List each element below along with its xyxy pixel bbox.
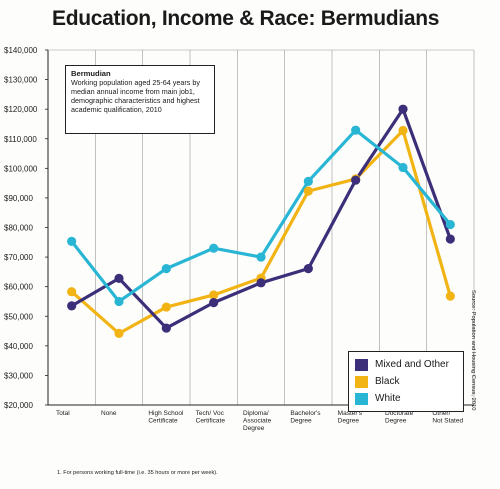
data-point-white xyxy=(67,236,77,247)
data-point-black xyxy=(398,125,408,136)
annotation-box: Bermudian Working population aged 25-64 … xyxy=(65,65,215,134)
x-tick-label: Master's xyxy=(338,410,363,417)
y-tick-label: $120,000 xyxy=(4,105,38,114)
series-lines xyxy=(70,107,452,336)
x-tick-label: Total xyxy=(56,410,70,417)
data-point-black xyxy=(303,186,313,196)
data-point-white xyxy=(256,252,266,262)
y-tick-label: $80,000 xyxy=(4,224,33,233)
data-point-mixed-and-other xyxy=(67,301,77,311)
data-point-mixed-and-other xyxy=(303,264,313,274)
x-tick-label: Certificate xyxy=(196,418,226,425)
y-tick-label: $30,000 xyxy=(4,371,33,380)
x-tick-label: Other/ xyxy=(432,410,450,417)
legend-label: Mixed and Other xyxy=(375,359,449,370)
y-tick-label: $110,000 xyxy=(4,135,37,144)
y-tick-label: $20,000 xyxy=(4,401,33,410)
x-tick-label: High School xyxy=(148,410,184,417)
x-tick-label: Associate xyxy=(243,418,272,425)
footnote: 1. For persons working full-time (i.e. 3… xyxy=(57,470,218,476)
x-tick-label: Degree xyxy=(290,418,312,425)
y-tick-label: $70,000 xyxy=(4,253,33,262)
series-points xyxy=(67,104,455,339)
y-tick-label: $140,000 xyxy=(4,46,38,55)
legend-item-white: White xyxy=(355,390,457,407)
data-point-mixed-and-other xyxy=(161,323,171,333)
data-point-white xyxy=(114,296,124,307)
data-point-mixed-and-other xyxy=(114,273,124,283)
x-tick-label: Doctorate xyxy=(385,410,414,417)
data-point-white xyxy=(398,162,408,173)
data-point-white xyxy=(209,243,219,253)
legend-label: Black xyxy=(375,376,400,387)
data-point-white xyxy=(351,125,361,135)
y-tick-label: $60,000 xyxy=(4,283,33,292)
x-tick-label: Diploma/ xyxy=(243,410,269,417)
x-tick-label: Degree xyxy=(385,418,407,425)
data-point-mixed-and-other xyxy=(398,104,408,114)
data-point-white xyxy=(161,264,171,274)
data-point-white xyxy=(445,219,455,230)
data-point-white xyxy=(303,176,313,186)
chart-title: Education, Income & Race: Bermudians xyxy=(52,7,440,30)
legend-item-mixed-and-other: Mixed and Other xyxy=(355,356,457,373)
y-tick-labels: $20,000 $30,000 $40,000 $50,000 $60,000 $70,0… xyxy=(4,46,48,410)
x-tick-label: Degree xyxy=(243,425,265,432)
annotation-title: Bermudian xyxy=(71,69,111,78)
annotation-text: Working population aged 25-64 years by m… xyxy=(71,78,200,115)
data-point-mixed-and-other xyxy=(209,298,219,308)
y-tick-label: $100,000 xyxy=(4,164,38,173)
y-tick-label: $40,000 xyxy=(4,342,33,351)
x-tick-label: Certificate xyxy=(148,418,178,425)
data-point-black xyxy=(67,287,77,297)
legend-label: White xyxy=(375,393,401,404)
data-point-mixed-and-other xyxy=(445,234,455,244)
legend-swatch xyxy=(355,392,368,405)
x-tick-label: Bachelor's xyxy=(290,410,321,417)
data-point-black xyxy=(445,291,455,301)
y-tick-label: $130,000 xyxy=(4,76,38,85)
x-tick-label: Not Stated xyxy=(432,418,463,425)
y-tick-label: $90,000 xyxy=(4,194,33,203)
source-note: Source: Population and Housing Census, 2… xyxy=(470,290,476,411)
x-tick-label: Degree xyxy=(338,418,360,425)
data-point-black xyxy=(209,290,219,300)
legend-swatch xyxy=(355,358,368,371)
legend: Mixed and Other Black White xyxy=(348,351,464,412)
x-tick-label: None xyxy=(101,410,117,417)
y-tick-label: $50,000 xyxy=(4,312,33,321)
legend-item-black: Black xyxy=(355,373,457,390)
data-point-mixed-and-other xyxy=(256,278,266,288)
legend-swatch xyxy=(355,375,368,388)
x-tick-label: Tech/ Voc xyxy=(196,410,225,417)
data-point-mixed-and-other xyxy=(351,175,361,185)
data-point-black xyxy=(161,302,171,312)
data-point-black xyxy=(114,328,124,339)
